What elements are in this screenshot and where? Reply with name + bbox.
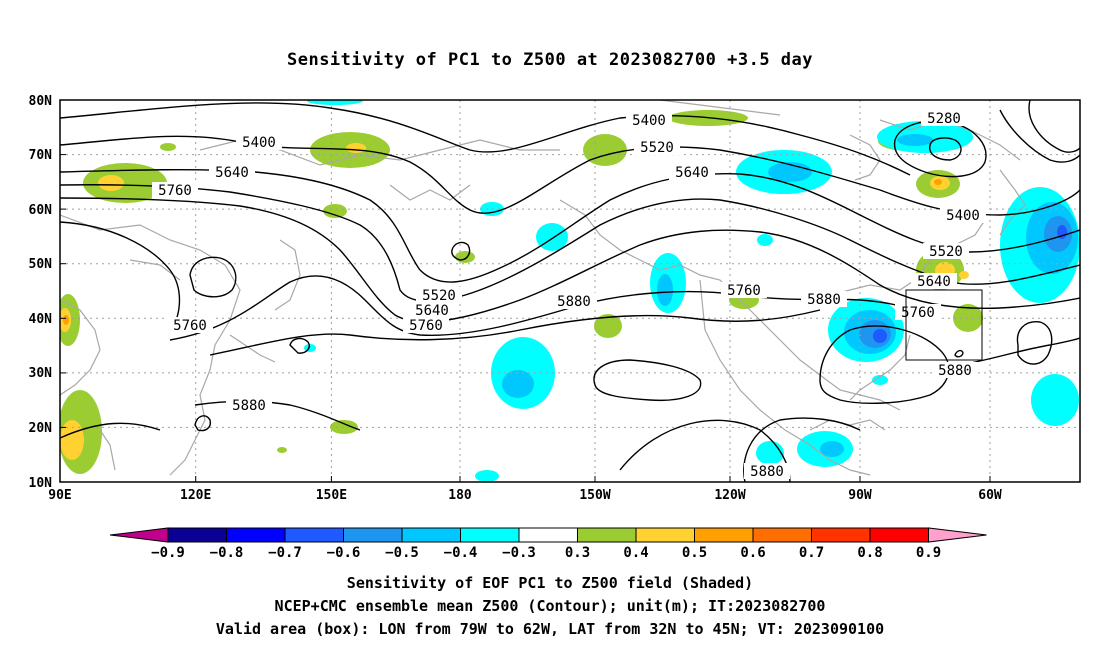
map-frame (59, 99, 1081, 483)
contour-label: 5400 (242, 135, 276, 151)
contour-label: 5520 (640, 140, 674, 156)
colorbar-cell (518, 527, 578, 543)
caption-shaded: Sensitivity of EOF PC1 to Z500 field (Sh… (346, 574, 754, 592)
colorbar-label: 0.8 (857, 545, 882, 561)
colorbar-cells (109, 527, 987, 543)
colorbar-cell (226, 527, 286, 543)
contour-label: 5400 (946, 208, 980, 224)
contour-label: 5640 (917, 274, 951, 290)
lat-label: 20N (29, 421, 53, 436)
colorbar: −0.9 −0.8 −0.7 −0.6 −0.5 −0.4 −0.3 0.3 0… (109, 527, 987, 561)
tick-marks (60, 154, 991, 482)
contour-label: 5880 (232, 398, 266, 414)
lat-labels: 80N 70N 60N 50N 40N 30N 20N 10N (29, 94, 53, 491)
lat-label: 80N (29, 94, 53, 109)
colorbar-cell (343, 527, 403, 543)
colorbar-label: −0.4 (444, 545, 478, 561)
lat-label: 10N (29, 476, 53, 491)
lon-label: 60W (978, 488, 1002, 503)
colorbar-label: −0.9 (151, 545, 185, 561)
contour-label: 5640 (675, 165, 709, 181)
colorbar-label: 0.4 (623, 545, 648, 561)
contour-label: 5640 (415, 303, 449, 319)
lon-label: 120W (714, 488, 745, 503)
caption-valid-area: Valid area (box): LON from 79W to 62W, L… (215, 620, 885, 638)
contour-label: 5760 (158, 183, 192, 199)
colorbar-labels: −0.9 −0.8 −0.7 −0.6 −0.5 −0.4 −0.3 0.3 0… (151, 545, 941, 561)
lon-label: 120E (180, 488, 211, 503)
colorbar-label: 0.9 (916, 545, 941, 561)
lat-label: 30N (29, 366, 53, 381)
contour-label: 5760 (727, 283, 761, 299)
gridlines (60, 100, 1080, 482)
lat-label: 60N (29, 203, 53, 218)
lon-labels: 90E 120E 150E 180 150W 120W 90W 60W (48, 488, 1002, 503)
lon-label: 180 (448, 488, 472, 503)
valid-area-box (905, 289, 983, 361)
colorbar-cell (694, 527, 754, 543)
lon-label: 90E (48, 488, 71, 503)
colorbar-cell (284, 527, 344, 543)
map-title: Sensitivity of PC1 to Z500 at 2023082700… (286, 50, 813, 70)
colorbar-cell (752, 527, 812, 543)
contour-label: 5760 (901, 305, 935, 321)
colorbar-cell (401, 527, 461, 543)
colorbar-cell (167, 527, 227, 543)
contour-labels: 5400 5400 5280 5520 5640 5760 5640 5400 … (152, 110, 986, 480)
z500-contours (60, 100, 1080, 482)
lon-label: 150W (579, 488, 610, 503)
caption-contour: NCEP+CMC ensemble mean Z500 (Contour); u… (274, 597, 826, 615)
colorbar-cell (811, 527, 871, 543)
lat-label: 70N (29, 148, 53, 163)
colorbar-cell (577, 527, 637, 543)
coastlines (60, 100, 1026, 476)
colorbar-cell (635, 527, 695, 543)
colorbar-label: −0.5 (385, 545, 419, 561)
colorbar-cell (869, 527, 929, 543)
colorbar-label: 0.7 (799, 545, 824, 561)
colorbar-label: 0.5 (682, 545, 707, 561)
contour-label: 5760 (173, 318, 207, 334)
lat-label: 50N (29, 257, 53, 272)
colorbar-cell (460, 527, 520, 543)
colorbar-cap-high (928, 527, 987, 543)
contour-label: 5880 (938, 363, 972, 379)
colorbar-label: 0.3 (565, 545, 590, 561)
contour-label: 5520 (929, 244, 963, 260)
contour-label: 5640 (215, 165, 249, 181)
lon-label: 90W (848, 488, 872, 503)
contour-label: 5760 (409, 318, 443, 334)
contour-label: 5880 (750, 464, 784, 480)
lon-label: 150E (316, 488, 347, 503)
contour-label: 5520 (422, 288, 456, 304)
colorbar-label: 0.6 (740, 545, 765, 561)
colorbar-cap-low (109, 527, 169, 543)
contour-label: 5880 (807, 292, 841, 308)
colorbar-label: −0.8 (210, 545, 244, 561)
lat-label: 40N (29, 312, 53, 327)
colorbar-label: −0.6 (327, 545, 361, 561)
contour-label: 5280 (927, 111, 961, 127)
contour-label: 5400 (632, 113, 666, 129)
colorbar-label: −0.7 (268, 545, 302, 561)
colorbar-label: −0.3 (502, 545, 536, 561)
contour-label: 5880 (557, 294, 591, 310)
